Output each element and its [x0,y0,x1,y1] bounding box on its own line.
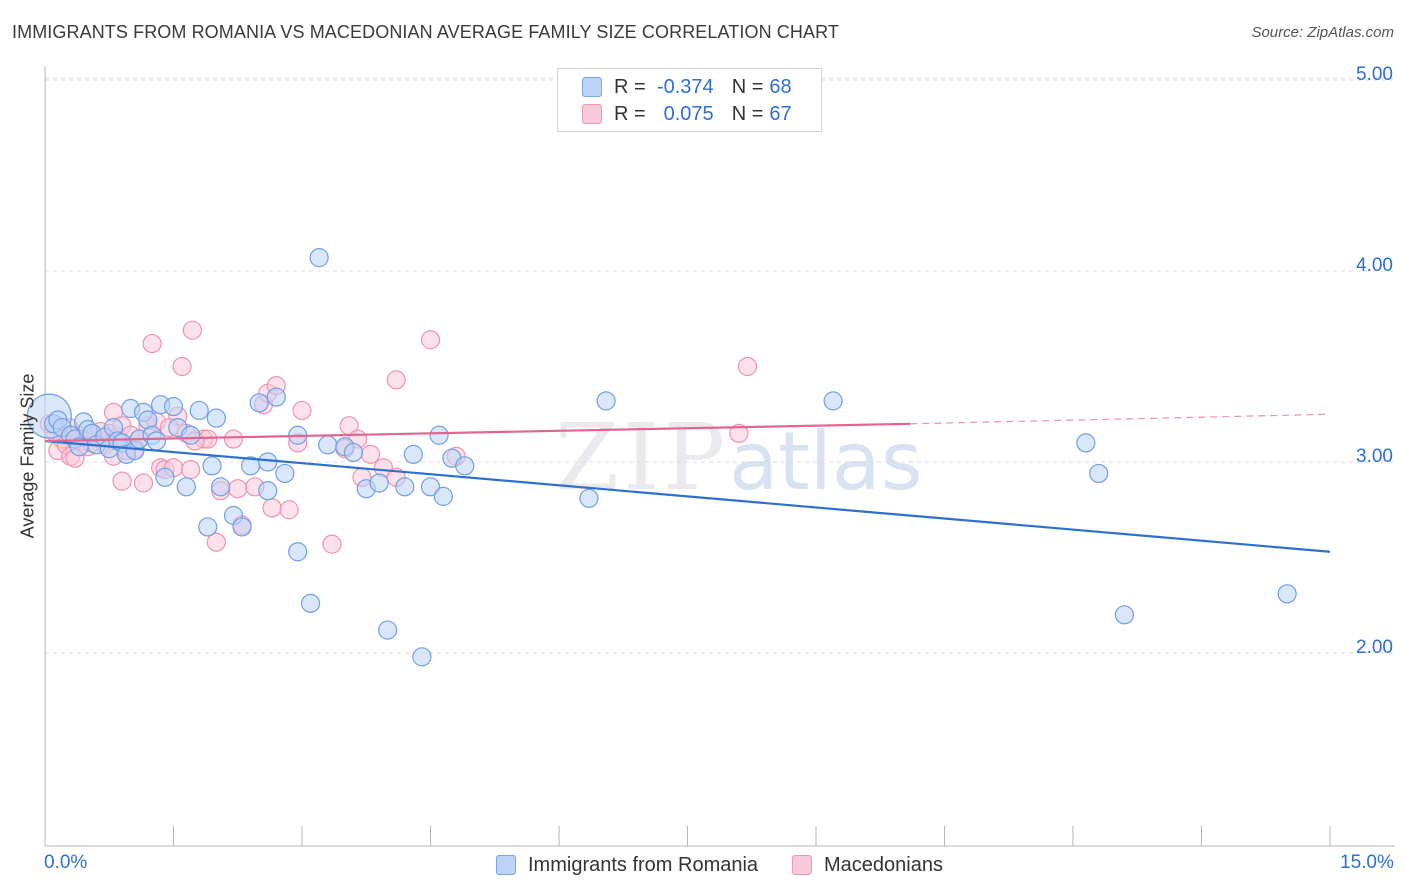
legend-n-label: N = [731,75,764,98]
romania-point [69,437,89,457]
y-tick-label: 3.00 [1356,446,1393,467]
romania-point [206,408,226,428]
macedonians-point [262,498,282,518]
romania-point [369,473,389,493]
romania-point [249,393,269,413]
y-axis-title: Average Family Size [17,373,38,539]
romania-point [420,477,441,497]
romania-point [300,593,321,613]
romania-point [1089,463,1109,484]
macedonians-point [360,444,381,464]
bottom-legend-macedonians: Macedonians [792,852,943,878]
legend-n-value: 68 [769,75,792,98]
macedonians-point [420,330,441,350]
macedonians-point [729,423,749,443]
macedonians-point [223,429,244,449]
grid-lines [45,77,1395,654]
romania-point [596,391,616,411]
legend-r-label: R = [614,75,646,98]
bottom-legend-swatch-blue [496,855,516,875]
watermark-atlas: atlas [729,415,923,508]
legend-r-value: -0.374 [656,75,714,98]
romania-point [198,517,218,537]
romania-point [155,467,175,487]
macedonians-point [181,460,201,480]
macedonians-point [172,356,192,377]
legend-n-label: N = [731,102,764,125]
macedonians-point [737,356,758,377]
romania-point [378,620,398,640]
romania-point [266,387,286,407]
romania-point [258,481,278,501]
macedonians-point [386,370,406,390]
romania-point [146,431,166,451]
trend-line-macedonians [44,422,911,443]
series-romania-points [26,248,1297,667]
romania-point [288,542,308,562]
trend-line-romania [44,439,1331,553]
x-tick-label-max: 15.0% [1340,852,1394,873]
romania-point [403,444,423,464]
romania-point [309,248,329,268]
macedonians-point [279,500,299,520]
macedonians-point [182,320,202,340]
source-label: Source: ZipAtlas.com [1251,24,1394,41]
axes [44,66,1395,847]
legend-r-label: R = [614,102,646,125]
macedonians-point [206,532,226,552]
romania-point [1114,605,1135,625]
bottom-legend-swatch-pink [792,855,812,875]
legend-row-macedonians: R = 0.075 N = 67 [582,101,792,127]
correlation-legend: R = -0.374 N = 68 R = 0.075 N = 67 [557,68,822,132]
romania-point [579,488,599,508]
macedonians-point [133,473,154,493]
bottom-legend-romania: Immigrants from Romania [496,852,758,878]
trend-lines [44,413,1331,553]
y-tick-label: 5.00 [1356,64,1393,85]
bottom-legend-label-macedonians: Macedonians [824,853,943,876]
macedonians-point [322,534,342,554]
macedonians-point [292,400,312,421]
macedonians-point [142,333,162,354]
legend-swatch-blue [582,77,602,97]
macedonians-point [228,479,248,499]
legend-r-value: 0.075 [663,102,714,125]
y-tick-label: 4.00 [1356,255,1393,276]
legend-row-romania: R = -0.374 N = 68 [582,74,792,100]
romania-point [395,477,415,497]
legend-n-value: 67 [769,102,792,125]
romania-point [1277,584,1297,604]
romania-point [1076,433,1096,453]
romania-point [189,400,209,421]
legend-swatch-pink [582,104,602,124]
romania-point [176,477,196,497]
romania-point [343,442,363,463]
romania-point [211,477,231,497]
romania-point [163,397,184,417]
x-tick-label-min: 0.0% [44,852,88,873]
romania-point [181,425,201,445]
romania-point [318,435,338,455]
bottom-legend-label-romania: Immigrants from Romania [528,853,759,876]
romania-point [258,452,278,472]
romania-point [433,486,453,506]
romania-point [412,647,432,667]
romania-point [823,391,843,411]
chart-title: IMMIGRANTS FROM ROMANIA VS MACEDONIAN AV… [12,22,839,42]
romania-point [202,456,222,476]
romania-point [455,456,475,476]
romania-point [275,463,295,484]
romania-point [232,517,252,537]
romania-point [429,425,449,445]
y-tick-label: 2.00 [1356,637,1393,658]
trend-line-macedonians-extension [910,413,1331,425]
macedonians-point [112,471,132,491]
